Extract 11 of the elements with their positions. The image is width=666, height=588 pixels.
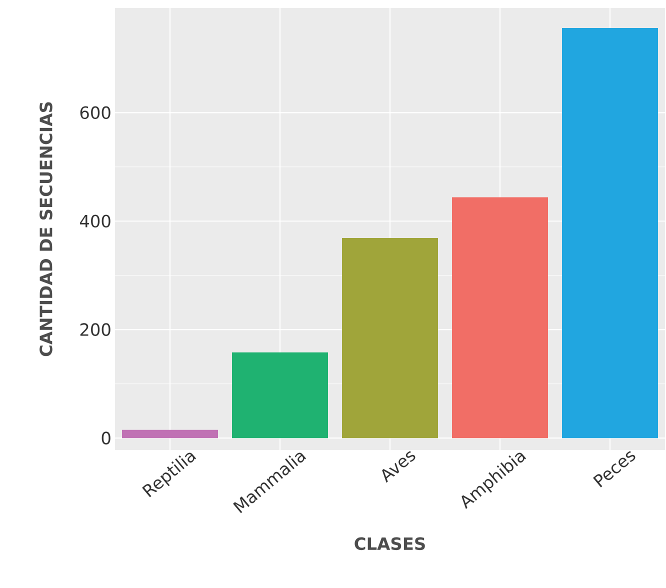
bar [342, 238, 438, 438]
bar [122, 430, 218, 438]
y-tick-label: 400 [80, 214, 110, 228]
y-tick-label: 0 [102, 432, 110, 444]
bar [452, 197, 548, 438]
y-tick-label: 200 [80, 323, 110, 336]
y-axis-title: CANTIDAD DE SECUENCIAS [40, 102, 52, 356]
bar [562, 28, 658, 438]
bar [232, 352, 328, 438]
x-axis-title: CLASES [354, 537, 425, 550]
y-tick-label: 600 [80, 106, 110, 120]
